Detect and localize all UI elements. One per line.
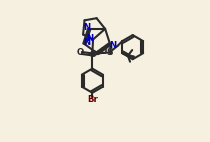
Text: N: N — [83, 38, 90, 47]
Text: N: N — [86, 34, 93, 43]
Text: O: O — [76, 48, 84, 58]
Text: Br: Br — [87, 95, 98, 104]
Text: S: S — [106, 48, 113, 57]
Text: S: S — [89, 50, 96, 59]
Text: N: N — [84, 23, 91, 32]
Text: N: N — [109, 41, 116, 50]
Text: O: O — [99, 47, 106, 56]
